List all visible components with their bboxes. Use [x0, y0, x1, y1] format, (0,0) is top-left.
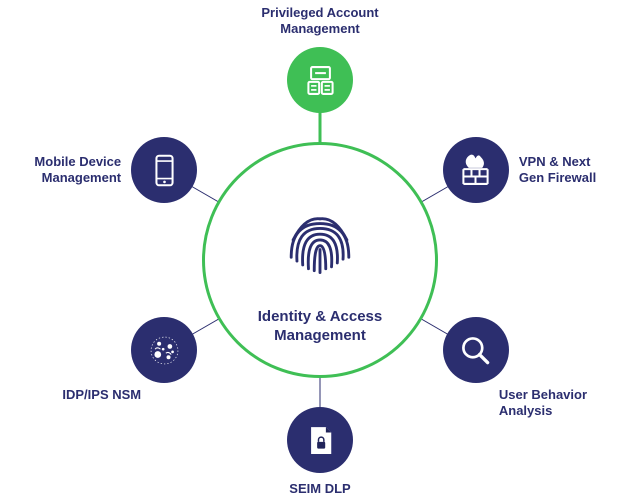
label-seim-line1: SEIM DLP	[245, 481, 395, 497]
server-icon	[299, 59, 342, 102]
node-seim	[287, 407, 353, 473]
label-uba-line1: User Behavior	[499, 387, 640, 403]
node-mdm	[131, 137, 197, 203]
label-pam-line1: Privileged Account	[245, 5, 395, 21]
label-pam: Privileged AccountManagement	[245, 5, 395, 38]
label-vpn-line1: VPN & Next	[519, 154, 640, 170]
phone-icon	[143, 149, 186, 192]
magnifier-icon	[454, 329, 497, 372]
label-mdm-line1: Mobile Device	[0, 154, 121, 170]
label-vpn-line2: Gen Firewall	[519, 170, 640, 186]
fingerprint-icon	[272, 190, 368, 286]
node-idp	[131, 317, 197, 383]
lockdoc-icon	[299, 419, 342, 462]
node-vpn	[443, 137, 509, 203]
center-label-line2: Management	[220, 327, 420, 346]
label-seim: SEIM DLP	[245, 481, 395, 497]
firewall-icon	[454, 149, 497, 192]
label-uba-line2: Analysis	[499, 403, 640, 419]
center-label-line1: Identity & Access	[220, 308, 420, 327]
label-uba: User BehaviorAnalysis	[499, 387, 640, 420]
label-vpn: VPN & NextGen Firewall	[519, 154, 640, 187]
label-mdm-line2: Management	[0, 170, 121, 186]
label-idp-line1: IDP/IPS NSM	[0, 387, 141, 403]
node-pam	[287, 47, 353, 113]
label-mdm: Mobile DeviceManagement	[0, 154, 121, 187]
label-pam-line2: Management	[245, 21, 395, 37]
node-uba	[443, 317, 509, 383]
threat-icon	[143, 329, 186, 372]
diagram-stage: Identity & AccessManagementPrivileged Ac…	[0, 0, 640, 503]
label-idp: IDP/IPS NSM	[0, 387, 141, 403]
center-label: Identity & AccessManagement	[220, 308, 420, 346]
